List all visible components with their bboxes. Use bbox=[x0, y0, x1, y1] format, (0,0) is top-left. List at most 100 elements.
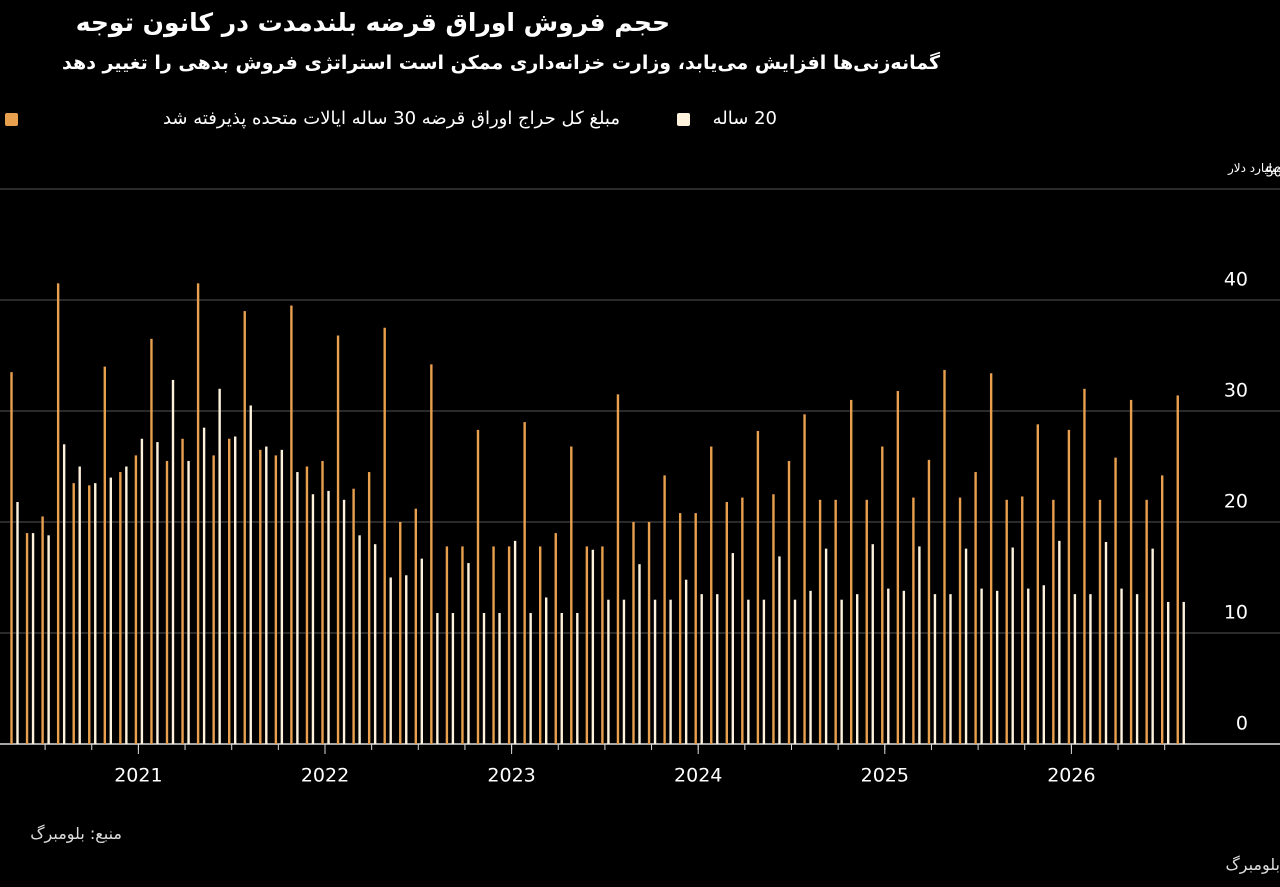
bar bbox=[228, 438, 231, 744]
bar bbox=[647, 522, 651, 744]
bar bbox=[265, 446, 268, 744]
bar bbox=[399, 522, 402, 744]
x-tick-label: 2024 bbox=[674, 765, 722, 787]
y-tick-label: 40 bbox=[1224, 269, 1248, 291]
bar bbox=[196, 283, 200, 744]
bar bbox=[342, 499, 346, 744]
bar bbox=[772, 494, 775, 744]
bar bbox=[896, 391, 900, 744]
legend-swatch bbox=[5, 113, 18, 126]
bar bbox=[461, 546, 464, 744]
bar bbox=[405, 575, 408, 744]
bar bbox=[513, 540, 517, 744]
bar bbox=[507, 546, 511, 744]
bar bbox=[336, 335, 340, 744]
bar bbox=[747, 599, 750, 744]
bar bbox=[850, 399, 853, 744]
bar bbox=[305, 466, 309, 744]
bar bbox=[482, 613, 486, 744]
bar bbox=[1073, 594, 1077, 744]
bar bbox=[311, 494, 315, 744]
bar bbox=[1161, 475, 1164, 744]
bar bbox=[296, 472, 299, 744]
bar bbox=[1042, 585, 1045, 744]
chart-title: حجم فروش اوراق قرضه بلندمدت در کانون توج… bbox=[75, 8, 670, 37]
bar bbox=[1011, 547, 1014, 744]
bar bbox=[134, 455, 138, 744]
bar bbox=[78, 466, 81, 744]
bar bbox=[700, 594, 703, 744]
bar bbox=[243, 311, 246, 744]
bar bbox=[545, 597, 548, 744]
bar bbox=[103, 366, 106, 744]
bar bbox=[430, 364, 433, 744]
legend-label: 20 ساله bbox=[712, 108, 777, 129]
bar bbox=[694, 513, 697, 744]
bar bbox=[1167, 601, 1170, 744]
bar bbox=[585, 546, 589, 744]
bar bbox=[1151, 548, 1154, 744]
bar bbox=[638, 564, 641, 744]
bar bbox=[467, 563, 470, 744]
y-unit: میلیارد دلار bbox=[1227, 161, 1280, 176]
bar bbox=[150, 338, 153, 744]
bar bbox=[16, 502, 19, 744]
bar bbox=[187, 460, 190, 744]
bar bbox=[576, 613, 579, 744]
bar bbox=[72, 483, 75, 744]
bar bbox=[181, 438, 184, 744]
bar bbox=[716, 594, 719, 744]
x-tick-label: 2021 bbox=[114, 765, 162, 787]
y-tick-label: 30 bbox=[1224, 380, 1248, 402]
bar bbox=[607, 599, 610, 744]
bar bbox=[1135, 594, 1139, 744]
bar bbox=[367, 472, 371, 744]
bar bbox=[840, 599, 843, 744]
bar bbox=[1145, 499, 1148, 744]
bar bbox=[570, 446, 573, 744]
bar bbox=[1129, 399, 1133, 744]
bar bbox=[1005, 499, 1008, 744]
bar bbox=[492, 546, 495, 744]
bar bbox=[762, 599, 766, 744]
bar bbox=[290, 305, 293, 744]
y-tick-label: 10 bbox=[1224, 602, 1248, 624]
x-tick-label: 2022 bbox=[301, 765, 349, 787]
source: منبع: بلومبرگ bbox=[30, 824, 122, 843]
bar bbox=[436, 613, 439, 744]
bar bbox=[725, 502, 728, 744]
x-tick-label: 2025 bbox=[861, 765, 909, 787]
bar bbox=[1114, 457, 1117, 744]
bar bbox=[451, 613, 455, 744]
bar bbox=[1021, 496, 1024, 744]
x-tick-label: 2023 bbox=[487, 765, 535, 787]
bar bbox=[995, 590, 999, 744]
bar bbox=[964, 548, 968, 744]
bar bbox=[259, 449, 262, 744]
bar bbox=[741, 497, 744, 744]
y-tick-label: 50 bbox=[1265, 166, 1280, 181]
bar bbox=[949, 594, 952, 744]
bar bbox=[47, 535, 50, 744]
bar bbox=[731, 553, 734, 744]
bar bbox=[25, 533, 29, 744]
bar bbox=[980, 588, 983, 744]
bar bbox=[1182, 601, 1185, 744]
bar bbox=[560, 613, 563, 744]
bar bbox=[684, 579, 688, 744]
bar bbox=[1027, 588, 1030, 744]
bar bbox=[710, 446, 713, 744]
bar bbox=[156, 442, 159, 744]
bar bbox=[793, 599, 797, 744]
bar bbox=[1067, 429, 1071, 744]
bar bbox=[591, 549, 595, 744]
bar bbox=[327, 490, 330, 744]
bar bbox=[140, 438, 144, 744]
bar bbox=[632, 522, 635, 744]
bar bbox=[912, 497, 915, 744]
bar bbox=[927, 459, 931, 744]
legend-label: مبلغ کل حراج اوراق قرضه 30 ساله ایالات م… bbox=[162, 108, 620, 129]
bar bbox=[601, 546, 604, 744]
bar bbox=[321, 460, 324, 744]
